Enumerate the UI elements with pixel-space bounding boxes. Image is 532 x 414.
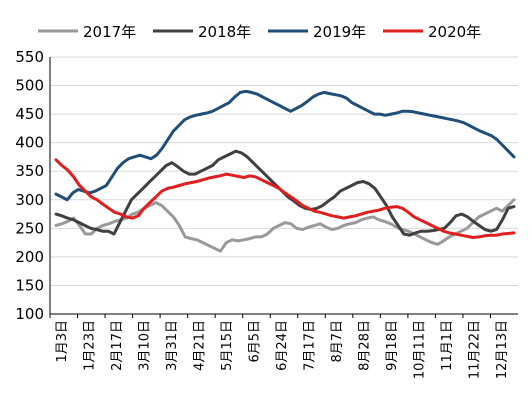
x-tick-label: 4月21日 (192, 320, 207, 371)
x-tick-label: 11月22日 (468, 320, 483, 379)
legend-label: 2020年 (428, 23, 481, 41)
x-tick-label: 8月28日 (358, 320, 373, 371)
x-tick-label: 11月1日 (440, 320, 455, 371)
y-tick-label: 300 (15, 191, 44, 209)
x-tick-label: 8月7日 (330, 320, 345, 363)
x-tick-label: 7月17日 (303, 320, 318, 371)
legend-label: 2018年 (198, 23, 251, 41)
x-tick-label: 10月11日 (413, 320, 428, 379)
x-tick-label: 12月13日 (495, 320, 510, 379)
y-tick-label: 350 (15, 162, 44, 180)
y-tick-label: 250 (15, 219, 44, 237)
x-axis-ticks: 1月3日 1月23日 2月17日 3月10日 3月31日 4月21日 5月15日 6月5日 6月… (49, 314, 510, 379)
series-lines (54, 89, 516, 253)
x-tick-label: 9月18日 (385, 320, 400, 371)
y-tick-label: 450 (15, 105, 44, 123)
y-tick-label: 550 (15, 48, 44, 66)
y-tick-label: 150 (15, 276, 44, 294)
series-line-2019年 (54, 89, 516, 202)
y-tick-label: 500 (15, 77, 44, 95)
x-tick-label: 6月5日 (247, 320, 262, 363)
x-tick-label: 6月24日 (275, 320, 290, 371)
x-tick-label: 1月3日 (55, 320, 70, 363)
series-line-2020年 (54, 158, 516, 239)
y-tick-label: 100 (15, 305, 44, 323)
legend: 2017年 2018年 2019年 2020年 (38, 23, 481, 41)
series-line-2017年 (54, 198, 516, 253)
x-tick-label: 5月15日 (220, 320, 235, 371)
x-tick-label: 3月31日 (165, 320, 180, 371)
x-tick-label: 3月10日 (137, 320, 152, 371)
grid-lines (50, 56, 518, 286)
legend-label: 2019年 (313, 23, 366, 41)
legend-label: 2017年 (83, 23, 136, 41)
y-axis-ticks: 100 150 200 250 300 350 400 450 500 550 (15, 48, 44, 323)
x-tick-label: 2月17日 (110, 320, 125, 371)
x-tick-label: 1月23日 (82, 320, 97, 371)
y-tick-label: 200 (15, 248, 44, 266)
y-tick-label: 400 (15, 134, 44, 152)
